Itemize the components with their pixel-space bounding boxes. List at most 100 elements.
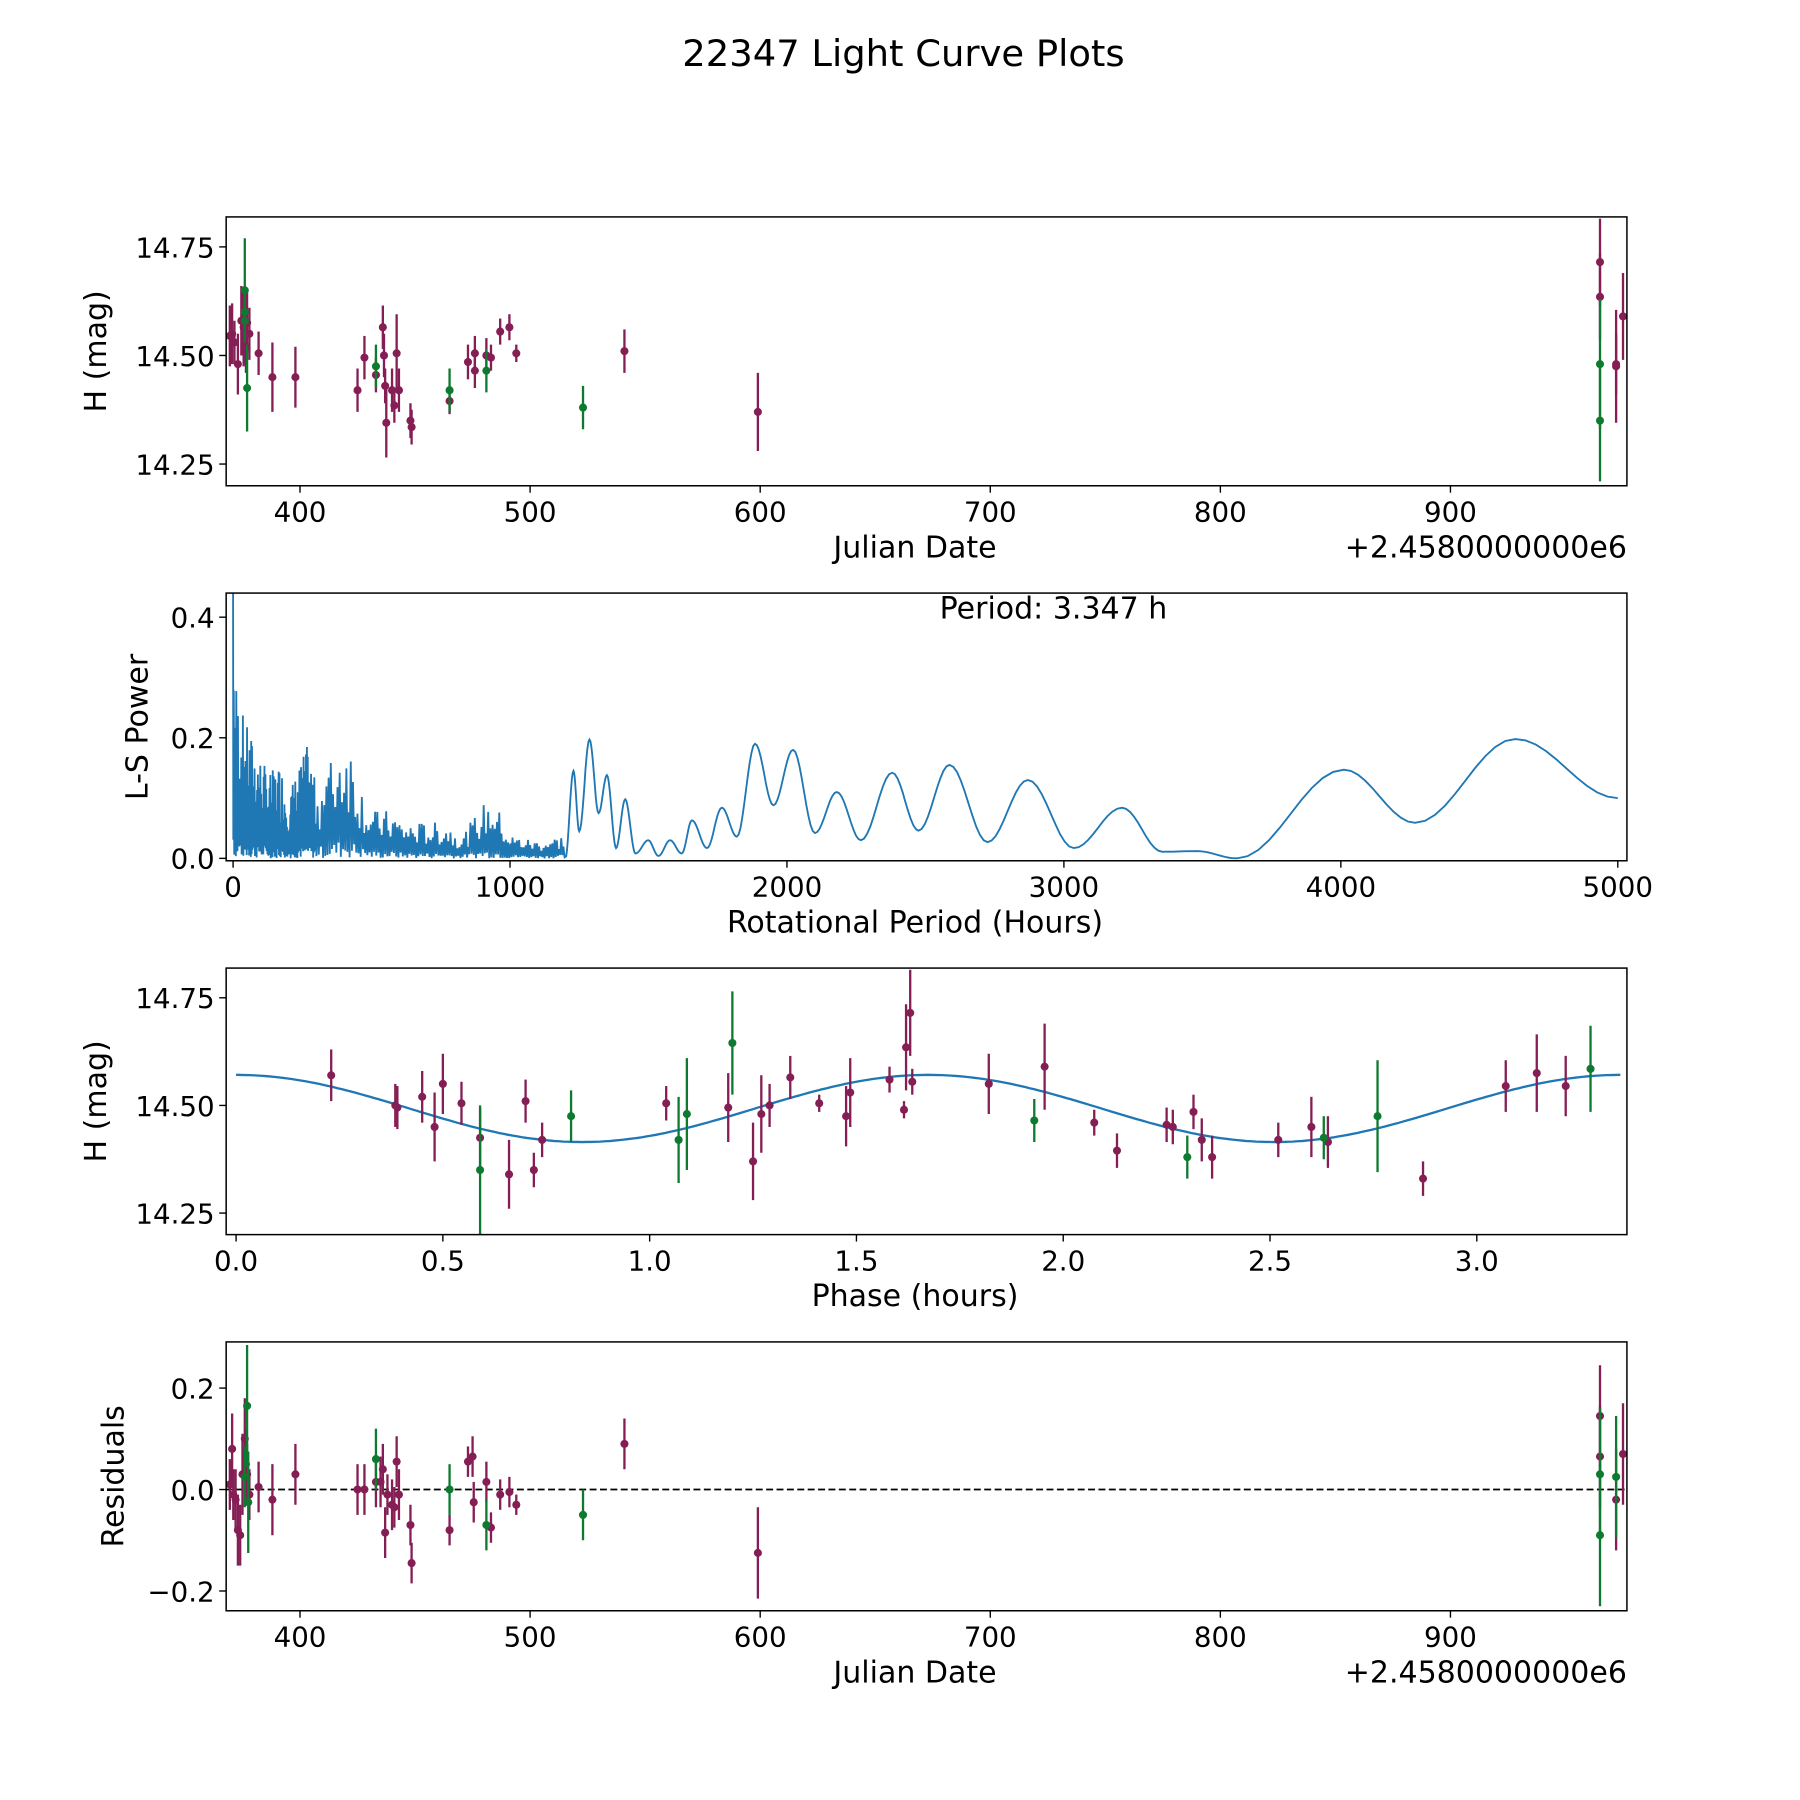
data-point-magenta bbox=[379, 351, 389, 360]
data-point-green bbox=[482, 1521, 491, 1530]
data-point-magenta bbox=[1040, 1062, 1049, 1071]
x-tick-label: 500 bbox=[504, 496, 557, 529]
panels: 400 500 600 700 800 900 14.25 14.50 14.75 Julian … bbox=[79, 216, 1653, 1690]
data-point-magenta bbox=[749, 1157, 758, 1166]
data-point-magenta bbox=[902, 1043, 911, 1052]
x-tick-label: 1.0 bbox=[628, 1244, 672, 1277]
data-point-green bbox=[482, 366, 491, 375]
y-tick-label: 14.25 bbox=[135, 448, 214, 481]
y-tick-label: 14.75 bbox=[135, 231, 214, 264]
data-point-green bbox=[1373, 1112, 1382, 1121]
data-point-magenta bbox=[529, 1165, 538, 1175]
data-point-magenta bbox=[392, 349, 401, 358]
data-point-magenta bbox=[254, 349, 263, 358]
data-point-magenta bbox=[505, 323, 514, 332]
panel-lightcurve: 400 500 600 700 800 900 14.25 14.50 14.75 Julian … bbox=[79, 216, 1628, 565]
data-point-magenta bbox=[378, 323, 387, 332]
panel-phased: 0.0 0.5 1.0 1.5 2.0 2.5 3.0 14.25 14.50 14.75 Phas… bbox=[79, 967, 1628, 1314]
data-point-magenta bbox=[512, 349, 521, 358]
data-point-magenta bbox=[418, 1092, 427, 1101]
data-point-magenta bbox=[1595, 292, 1605, 301]
data-point-magenta bbox=[228, 1444, 237, 1453]
data-point-magenta bbox=[381, 1528, 390, 1537]
data-point-green bbox=[1595, 1531, 1605, 1540]
x-tick-label: 600 bbox=[734, 1621, 787, 1654]
data-point-magenta bbox=[394, 386, 403, 395]
data-point-magenta bbox=[620, 347, 629, 356]
x-tick-label: 900 bbox=[1424, 496, 1477, 529]
data-point-magenta bbox=[360, 353, 369, 362]
x-tick-label: 3000 bbox=[1029, 871, 1099, 904]
x-tick-label: 800 bbox=[1194, 1621, 1247, 1654]
axes-frame bbox=[225, 216, 1628, 487]
x-offset-text: +2.4580000000e6 bbox=[1345, 1655, 1627, 1690]
data-point-magenta bbox=[1307, 1122, 1316, 1132]
y-tick-label: 14.50 bbox=[135, 1090, 214, 1123]
data-point-magenta bbox=[512, 1500, 521, 1509]
x-tick-label: 3.0 bbox=[1455, 1244, 1499, 1277]
x-axis-label: Julian Date bbox=[831, 1655, 996, 1690]
data-point-green bbox=[1319, 1133, 1328, 1142]
x-axis-label: Rotational Period (Hours) bbox=[727, 905, 1103, 940]
axes-frame bbox=[225, 1341, 1628, 1612]
x-tick-label: 1.5 bbox=[834, 1244, 878, 1277]
data-point-green bbox=[243, 1401, 252, 1410]
data-point-magenta bbox=[392, 1457, 401, 1466]
data-point-green bbox=[728, 1038, 737, 1048]
data-point-magenta bbox=[406, 1521, 415, 1530]
x-axis-label: Phase (hours) bbox=[812, 1279, 1019, 1314]
data-point-green bbox=[1586, 1064, 1595, 1073]
data-point-magenta bbox=[984, 1079, 993, 1088]
period-annotation: Period: 3.347 h bbox=[940, 591, 1168, 626]
x-tick-label: 0 bbox=[224, 871, 242, 904]
data-point-green bbox=[578, 1510, 588, 1519]
data-point-magenta bbox=[753, 407, 762, 416]
data-point-magenta bbox=[268, 373, 277, 382]
data-point-magenta bbox=[390, 1503, 399, 1512]
data-point-magenta bbox=[445, 1526, 454, 1535]
data-point-magenta bbox=[1274, 1135, 1283, 1144]
data-point-magenta bbox=[662, 1099, 671, 1108]
data-point-magenta bbox=[438, 1079, 447, 1088]
data-point-magenta bbox=[327, 1071, 336, 1080]
data-point-green bbox=[371, 1455, 380, 1464]
data-point-magenta bbox=[1197, 1135, 1206, 1144]
data-point-magenta bbox=[757, 1110, 766, 1119]
data-point-magenta bbox=[1532, 1069, 1541, 1078]
y-tick-label: 14.25 bbox=[135, 1197, 214, 1230]
y-tick-label: 0.2 bbox=[171, 1372, 215, 1405]
plot-area bbox=[232, 593, 1618, 860]
data-point-magenta bbox=[390, 401, 399, 410]
data-point-green bbox=[445, 1485, 454, 1494]
data-point-magenta bbox=[1168, 1122, 1177, 1132]
data-point-magenta bbox=[885, 1075, 894, 1084]
data-point-magenta bbox=[407, 423, 416, 432]
data-point-magenta bbox=[1418, 1174, 1428, 1183]
x-tick-label: 2.0 bbox=[1041, 1244, 1085, 1277]
panel-residuals: 400 500 600 700 800 900 −0.2 0.0 0.2 Julian Date R… bbox=[96, 1341, 1628, 1690]
x-tick-label: 2.5 bbox=[1248, 1244, 1292, 1277]
data-point-magenta bbox=[753, 1548, 762, 1557]
axes-frame bbox=[225, 592, 1628, 862]
data-point-magenta bbox=[846, 1088, 855, 1097]
data-point-green bbox=[476, 1165, 485, 1175]
data-point-magenta bbox=[430, 1122, 439, 1132]
data-point-green bbox=[1612, 1472, 1621, 1481]
data-point-green bbox=[240, 1472, 249, 1481]
data-point-magenta bbox=[245, 329, 254, 338]
data-point-magenta bbox=[1612, 362, 1621, 371]
data-point-magenta bbox=[1618, 312, 1627, 321]
data-point-magenta bbox=[505, 1488, 514, 1497]
y-tick-label: 14.75 bbox=[135, 982, 214, 1015]
data-point-magenta bbox=[906, 1008, 915, 1017]
data-point-magenta bbox=[291, 373, 300, 382]
data-point-magenta bbox=[353, 386, 362, 395]
data-point-magenta bbox=[1090, 1118, 1099, 1127]
data-point-magenta bbox=[482, 1477, 491, 1486]
data-point-magenta bbox=[1208, 1153, 1217, 1162]
x-tick-label: 500 bbox=[504, 1621, 557, 1654]
panel-periodogram: 0 1000 2000 3000 4000 5000 0.0 0.2 0.4 Rotational… bbox=[121, 591, 1653, 940]
y-tick-label: 0.0 bbox=[171, 1474, 215, 1507]
y-axis-label: L-S Power bbox=[121, 653, 156, 800]
